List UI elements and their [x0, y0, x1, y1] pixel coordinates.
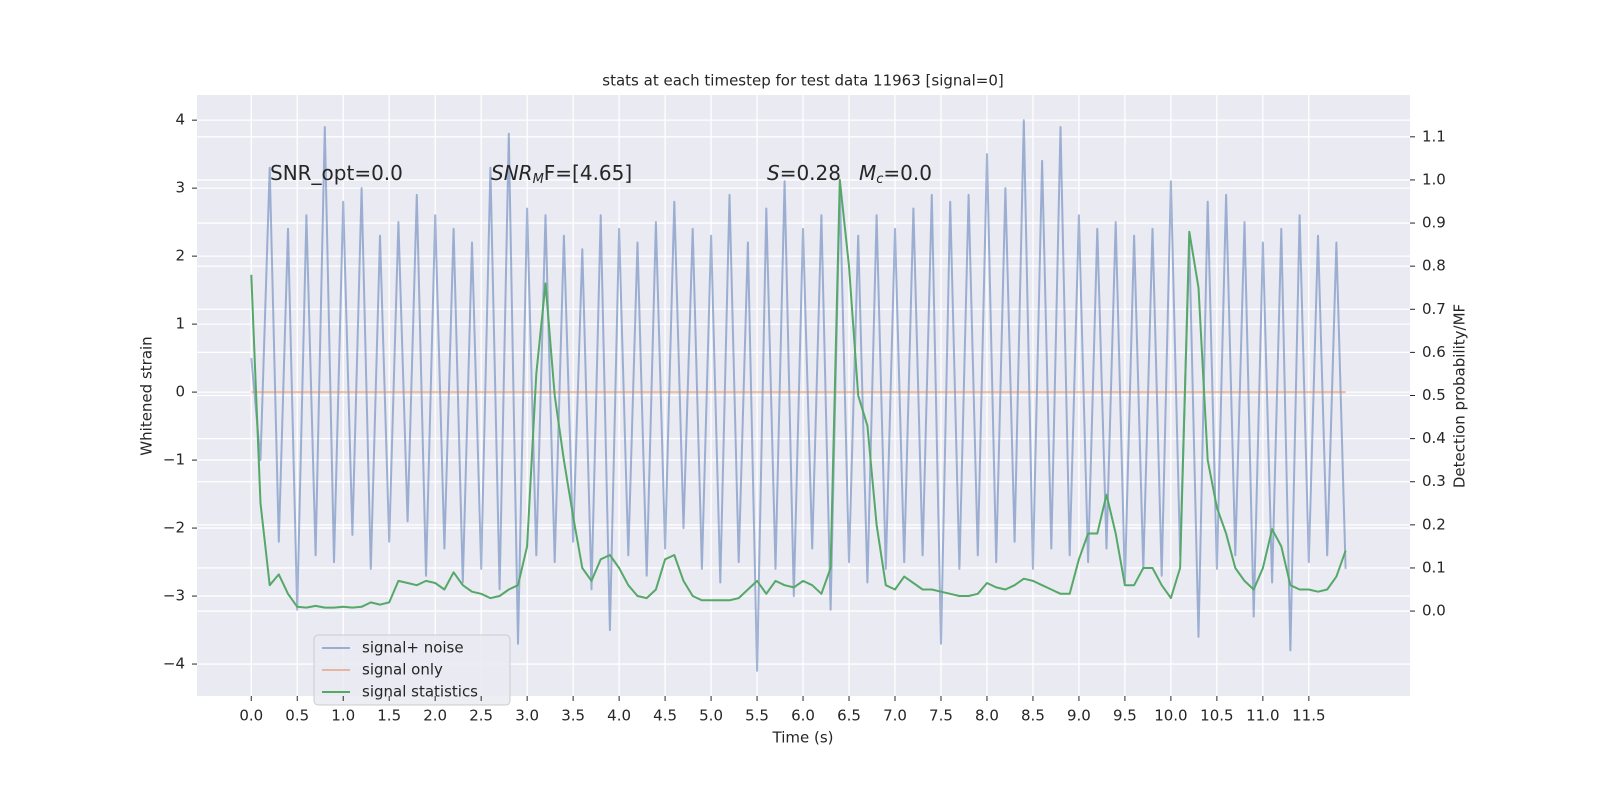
- x-tick-label: 7.0: [883, 707, 907, 725]
- x-tick-label: 0.5: [285, 707, 309, 725]
- x-tick-label: 7.5: [929, 707, 953, 725]
- annotation: SNRMF=[4.65]: [491, 161, 632, 187]
- annotation-part: M: [533, 172, 544, 187]
- x-tick-label: 3.5: [561, 707, 585, 725]
- x-tick-label: 8.5: [1021, 707, 1045, 725]
- series-line: [250, 119, 1347, 672]
- y-tick-label: −2: [163, 519, 185, 537]
- x-tick-label: 10.0: [1154, 707, 1187, 725]
- annotation-part: F=[4.65]: [544, 161, 632, 185]
- y-tick-label: 4: [175, 111, 185, 129]
- x-tick-label: 8.0: [975, 707, 999, 725]
- y2-tick-label: 0.7: [1422, 300, 1446, 318]
- x-tick-label: 2.0: [423, 707, 447, 725]
- y-tick-label: −4: [163, 655, 185, 673]
- x-tick-label: 5.0: [699, 707, 723, 725]
- y2-tick-label: 1.0: [1422, 170, 1446, 188]
- x-tick-label: 4.5: [653, 707, 677, 725]
- x-tick-label: 6.0: [791, 707, 815, 725]
- legend-label: signal+ noise: [362, 639, 464, 657]
- x-tick-label: 5.5: [745, 707, 769, 725]
- legend-label: signal only: [362, 661, 443, 679]
- x-tick-label: 11.5: [1292, 707, 1325, 725]
- x-tick-label: 4.0: [607, 707, 631, 725]
- annotation-part: SNR: [491, 161, 533, 185]
- y-tick-label: 3: [175, 179, 185, 197]
- legend-box: [313, 634, 511, 706]
- annotation-part: =0.28: [780, 161, 841, 185]
- x-tick-label: 3.0: [515, 707, 539, 725]
- annotation-part: c: [876, 172, 883, 187]
- y-tick-label: 1: [175, 315, 185, 333]
- x-tick-label: 1.5: [377, 707, 401, 725]
- x-tick-label: 1.0: [331, 707, 355, 725]
- y-tick-label: −1: [163, 451, 185, 469]
- legend-label: signal statistics: [362, 683, 478, 701]
- y2-tick-label: 0.3: [1422, 472, 1446, 490]
- y2-tick-label: 0.8: [1422, 257, 1446, 275]
- annotation: Mc=0.0: [859, 161, 932, 187]
- annotation: SNR_opt=0.0: [270, 161, 403, 185]
- y2-tick-label: 0.9: [1422, 214, 1446, 232]
- annotation-part: M: [859, 161, 876, 185]
- annotation-part: S: [767, 161, 780, 185]
- y2-tick-label: 0.2: [1422, 515, 1446, 533]
- y2-tick-label: 1.1: [1422, 127, 1446, 145]
- series-line: [250, 178, 1347, 609]
- y-tick-label: 0: [175, 383, 185, 401]
- x-tick-label: 9.5: [1113, 707, 1137, 725]
- y-tick-label: 2: [175, 247, 185, 265]
- y2-tick-label: 0.6: [1422, 343, 1446, 361]
- x-tick-label: 9.0: [1067, 707, 1091, 725]
- y2-tick-label: 0.1: [1422, 558, 1446, 576]
- x-tick-label: 6.5: [837, 707, 861, 725]
- y-tick-label: −3: [163, 587, 185, 605]
- x-axis-label: Time (s): [772, 729, 834, 747]
- x-tick-label: 10.5: [1200, 707, 1233, 725]
- y2-axis-label: Detection probability/MF: [1451, 304, 1469, 488]
- y2-tick-label: 0.5: [1422, 386, 1446, 404]
- annotation: S=0.28: [767, 161, 841, 185]
- chart-title: stats at each timestep for test data 119…: [602, 72, 1003, 90]
- y-axis-label: Whitened strain: [138, 336, 156, 455]
- x-tick-label: 0.0: [239, 707, 263, 725]
- x-tick-label: 2.5: [469, 707, 493, 725]
- annotation-part: =0.0: [883, 161, 932, 185]
- annotation-part: SNR_opt=0.0: [270, 161, 403, 185]
- y2-tick-label: 0.0: [1422, 602, 1446, 620]
- x-tick-label: 11.0: [1246, 707, 1279, 725]
- y2-tick-label: 0.4: [1422, 429, 1446, 447]
